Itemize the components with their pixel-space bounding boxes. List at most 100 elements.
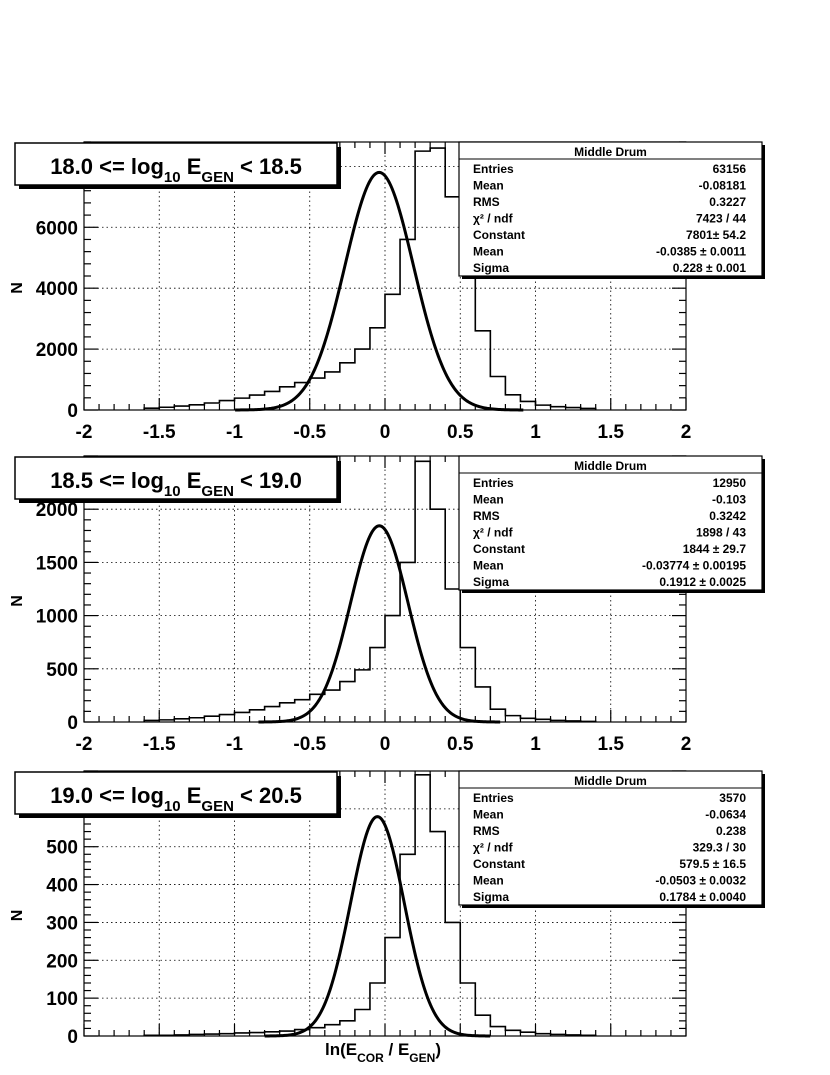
y-tick-label: 4000 [36, 279, 78, 300]
x-tick-label: 2 [681, 734, 692, 755]
title-part: < 20.5 [234, 783, 302, 808]
x-label-part: / E [384, 1040, 410, 1059]
stats-label: RMS [473, 824, 500, 838]
y-tick-label: 1000 [36, 607, 78, 628]
stats-label: RMS [473, 195, 500, 209]
stats-value: 63156 [713, 162, 747, 176]
title-part: E [181, 783, 202, 808]
x-tick-label: -1 [226, 422, 243, 443]
panel-title: 18.0 <= log10 EGEN < 18.5 [50, 154, 302, 186]
y-axis-label: N [9, 595, 26, 607]
x-tick-label: 1.5 [598, 734, 625, 755]
histogram-outline [143, 147, 597, 410]
stats-label: Mean [473, 874, 504, 888]
gaussian-fit-curve [258, 524, 501, 724]
y-tick-label: 500 [46, 660, 78, 681]
x-tick-label: 0 [380, 734, 391, 755]
x-tick-label: -0.5 [293, 734, 326, 755]
y-axis-label: N [9, 910, 26, 922]
histogram-panel-3: 0100200300400500600N19.0 <= log10 EGEN <… [9, 770, 765, 1065]
stats-value: 1898 / 43 [696, 526, 746, 540]
stats-label: χ² / ndf [473, 526, 514, 540]
x-tick-label: -1.5 [143, 422, 176, 443]
stats-value: 1844 ± 29.7 [683, 542, 747, 556]
histogram-outline [143, 460, 597, 723]
title-part: < 18.5 [234, 154, 302, 179]
stats-label: Constant [473, 857, 525, 871]
stats-label: Sigma [473, 890, 509, 904]
stats-label: Sigma [473, 575, 509, 589]
x-tick-label: -0.5 [293, 422, 326, 443]
title-part: E [181, 154, 202, 179]
stats-label: RMS [473, 509, 500, 523]
y-tick-label: 2000 [36, 340, 78, 361]
histogram-outline [143, 773, 597, 1037]
x-tick-label: -1.5 [143, 734, 176, 755]
stats-label: χ² / ndf [473, 212, 514, 226]
stats-value: 0.1912 ± 0.0025 [659, 575, 746, 589]
stats-label: Entries [473, 162, 514, 176]
y-axis-label: N [9, 282, 26, 294]
x-label-part: ln(E [325, 1040, 357, 1059]
x-tick-label: -1 [226, 734, 243, 755]
x-tick-label: -2 [76, 734, 93, 755]
stats-header: Middle Drum [574, 774, 647, 788]
title-subscript: 10 [164, 798, 181, 815]
stats-header: Middle Drum [574, 145, 647, 159]
y-tick-label: 0 [67, 713, 78, 734]
x-tick-label: 1 [530, 422, 541, 443]
title-part: 18.0 <= log [50, 154, 164, 179]
stats-label: χ² / ndf [473, 841, 514, 855]
gaussian-fit-curve [264, 815, 491, 1038]
stats-value: 7801± 54.2 [686, 228, 746, 242]
x-label-part: ) [435, 1040, 441, 1059]
x-tick-label: 2 [681, 422, 692, 443]
stats-label: Mean [473, 179, 504, 193]
stats-value: 329.3 / 30 [693, 841, 747, 855]
stats-value: 0.3227 [709, 195, 746, 209]
y-tick-label: 400 [46, 876, 78, 897]
y-tick-label: 6000 [36, 218, 78, 239]
stats-header: Middle Drum [574, 459, 647, 473]
stats-value: 0.3242 [709, 509, 746, 523]
stats-label: Mean [473, 245, 504, 259]
y-tick-label: 500 [46, 838, 78, 859]
x-tick-label: 1.5 [598, 422, 625, 443]
stats-label: Mean [473, 493, 504, 507]
x-tick-label: 0 [380, 422, 391, 443]
stats-value: -0.0634 [705, 808, 746, 822]
histogram-panel-1: 02000400060008000-2-1.5-1-0.500.511.52N1… [9, 141, 765, 443]
y-tick-label: 100 [46, 989, 78, 1010]
x-tick-label: 1 [530, 734, 541, 755]
title-subscript: 10 [164, 169, 181, 186]
title-subscript: GEN [201, 483, 234, 500]
title-subscript: 10 [164, 483, 181, 500]
stats-value: 12950 [713, 476, 747, 490]
title-box [14, 142, 338, 186]
stats-value: 7423 / 44 [696, 212, 746, 226]
y-tick-label: 300 [46, 913, 78, 934]
title-part: 18.5 <= log [50, 468, 164, 493]
y-tick-label: 200 [46, 951, 78, 972]
stats-box [458, 770, 763, 906]
stats-value: 0.228 ± 0.001 [673, 261, 747, 275]
histogram-panel-2: 0 500 1000 1500 2000 -2 -1.5 -1 -0.5 0 0.5 1 1.5 2 N 18… [9, 455, 765, 755]
stats-label: Entries [473, 791, 514, 805]
y-tick-label: 2000 [36, 500, 78, 521]
stats-value: 0.238 [716, 824, 746, 838]
title-box [14, 456, 338, 500]
stats-box [458, 455, 763, 591]
x-tick-label: -2 [76, 422, 93, 443]
x-tick-label: 0.5 [447, 422, 474, 443]
stats-value: -0.103 [712, 493, 746, 507]
stats-value: -0.03774 ± 0.00195 [642, 559, 746, 573]
stats-value: -0.08181 [699, 179, 747, 193]
x-tick-label: 0.5 [447, 734, 474, 755]
title-subscript: GEN [201, 798, 234, 815]
y-tick-label: 0 [67, 401, 78, 422]
stats-label: Constant [473, 542, 525, 556]
stats-value: 579.5 ± 16.5 [679, 857, 746, 871]
title-box [14, 771, 338, 815]
y-tick-label: 0 [67, 1027, 78, 1048]
